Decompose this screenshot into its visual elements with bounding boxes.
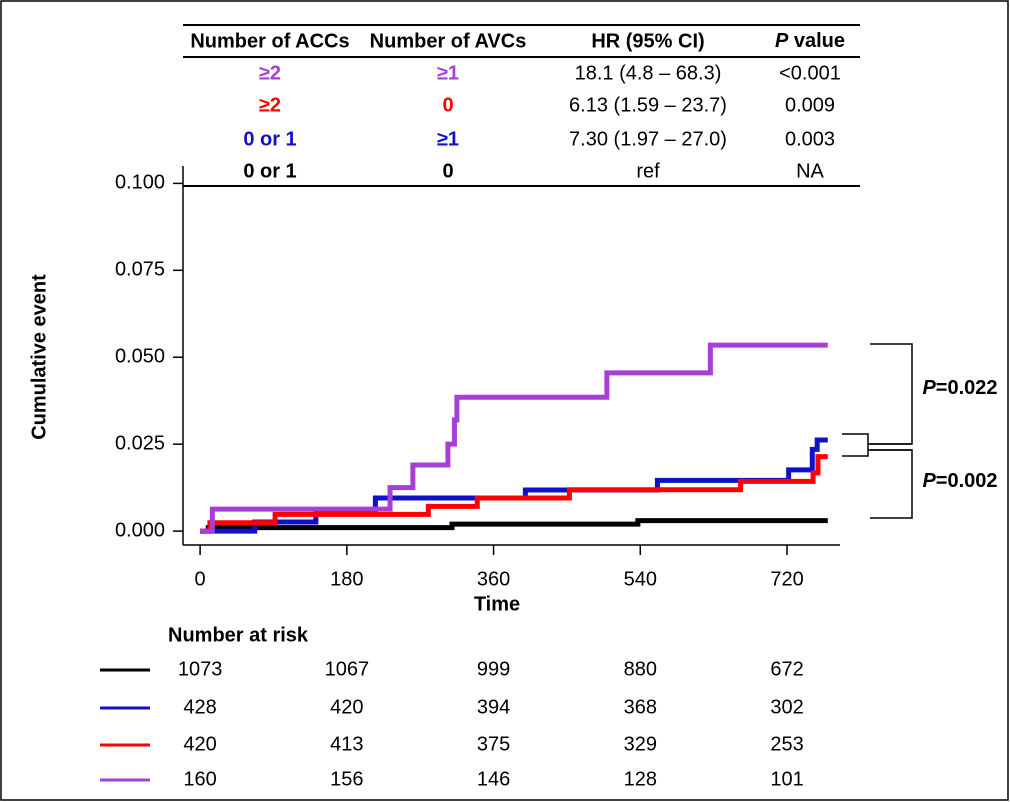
- risk-count: 428: [183, 696, 216, 718]
- y-axis-title: Cumulative event: [28, 274, 50, 440]
- risk-title: Number at risk: [168, 624, 309, 646]
- risk-count: 413: [330, 733, 363, 755]
- x-axis-title: Time: [474, 593, 520, 615]
- km-curve: [200, 342, 828, 534]
- x-tick-label: 360: [477, 568, 510, 590]
- km-curve: [200, 454, 828, 534]
- x-tick-label: 540: [624, 568, 657, 590]
- y-tick-label: 0.025: [115, 432, 165, 454]
- table-cell: 0.003: [785, 128, 835, 150]
- y-tick-label: 0.050: [115, 346, 165, 368]
- bracket: [842, 433, 869, 457]
- risk-count: 1073: [178, 658, 223, 680]
- risk-count: 156: [330, 768, 363, 790]
- table-cell: 0.009: [785, 94, 835, 116]
- risk-count: 420: [330, 696, 363, 718]
- table-header: Number of ACCs: [190, 30, 349, 52]
- table-cell: 0: [442, 94, 453, 116]
- table-cell: 18.1 (4.8 – 68.3): [575, 62, 722, 84]
- table-cell: 6.13 (1.59 – 23.7): [569, 94, 727, 116]
- x-tick-label: 180: [330, 568, 363, 590]
- table-cell: ≥1: [437, 62, 459, 84]
- y-tick-label: 0.000: [115, 519, 165, 541]
- risk-count: 146: [477, 768, 510, 790]
- risk-count: 394: [477, 696, 510, 718]
- risk-count: 375: [477, 733, 510, 755]
- risk-count: 329: [624, 733, 657, 755]
- bracket: [868, 443, 912, 451]
- table-cell: 0: [442, 160, 453, 182]
- risk-count: 128: [624, 768, 657, 790]
- table-cell: ≥2: [259, 94, 281, 116]
- y-tick-label: 0.075: [115, 259, 165, 281]
- table-cell: ref: [636, 160, 660, 182]
- risk-count: 880: [624, 658, 657, 680]
- risk-count: 160: [183, 768, 216, 790]
- table-header: Number of AVCs: [370, 30, 527, 52]
- p-annotation: P=0.022: [922, 377, 997, 399]
- table-cell: 0 or 1: [243, 160, 296, 182]
- x-tick-label: 0: [195, 568, 206, 590]
- table-cell: NA: [796, 160, 824, 182]
- risk-count: 420: [183, 733, 216, 755]
- table-header: P value: [775, 30, 845, 52]
- table-header: HR (95% CI): [591, 30, 704, 52]
- table-cell: 0 or 1: [243, 128, 296, 150]
- risk-count: 101: [770, 768, 803, 790]
- risk-count: 999: [477, 658, 510, 680]
- table-cell: ≥2: [259, 62, 281, 84]
- y-tick-label: 0.100: [115, 172, 165, 194]
- risk-count: 1067: [325, 658, 370, 680]
- risk-count: 368: [624, 696, 657, 718]
- table-cell: <0.001: [779, 62, 841, 84]
- risk-count: 302: [770, 696, 803, 718]
- x-tick-label: 720: [770, 568, 803, 590]
- p-annotation: P=0.002: [922, 470, 997, 492]
- bracket: [870, 449, 913, 519]
- table-cell: ≥1: [437, 128, 459, 150]
- brackets: [842, 343, 913, 519]
- bracket: [870, 343, 913, 445]
- table-cell: 7.30 (1.97 – 27.0): [569, 128, 727, 150]
- km-curve: [200, 437, 828, 534]
- risk-count: 672: [770, 658, 803, 680]
- risk-count: 253: [770, 733, 803, 755]
